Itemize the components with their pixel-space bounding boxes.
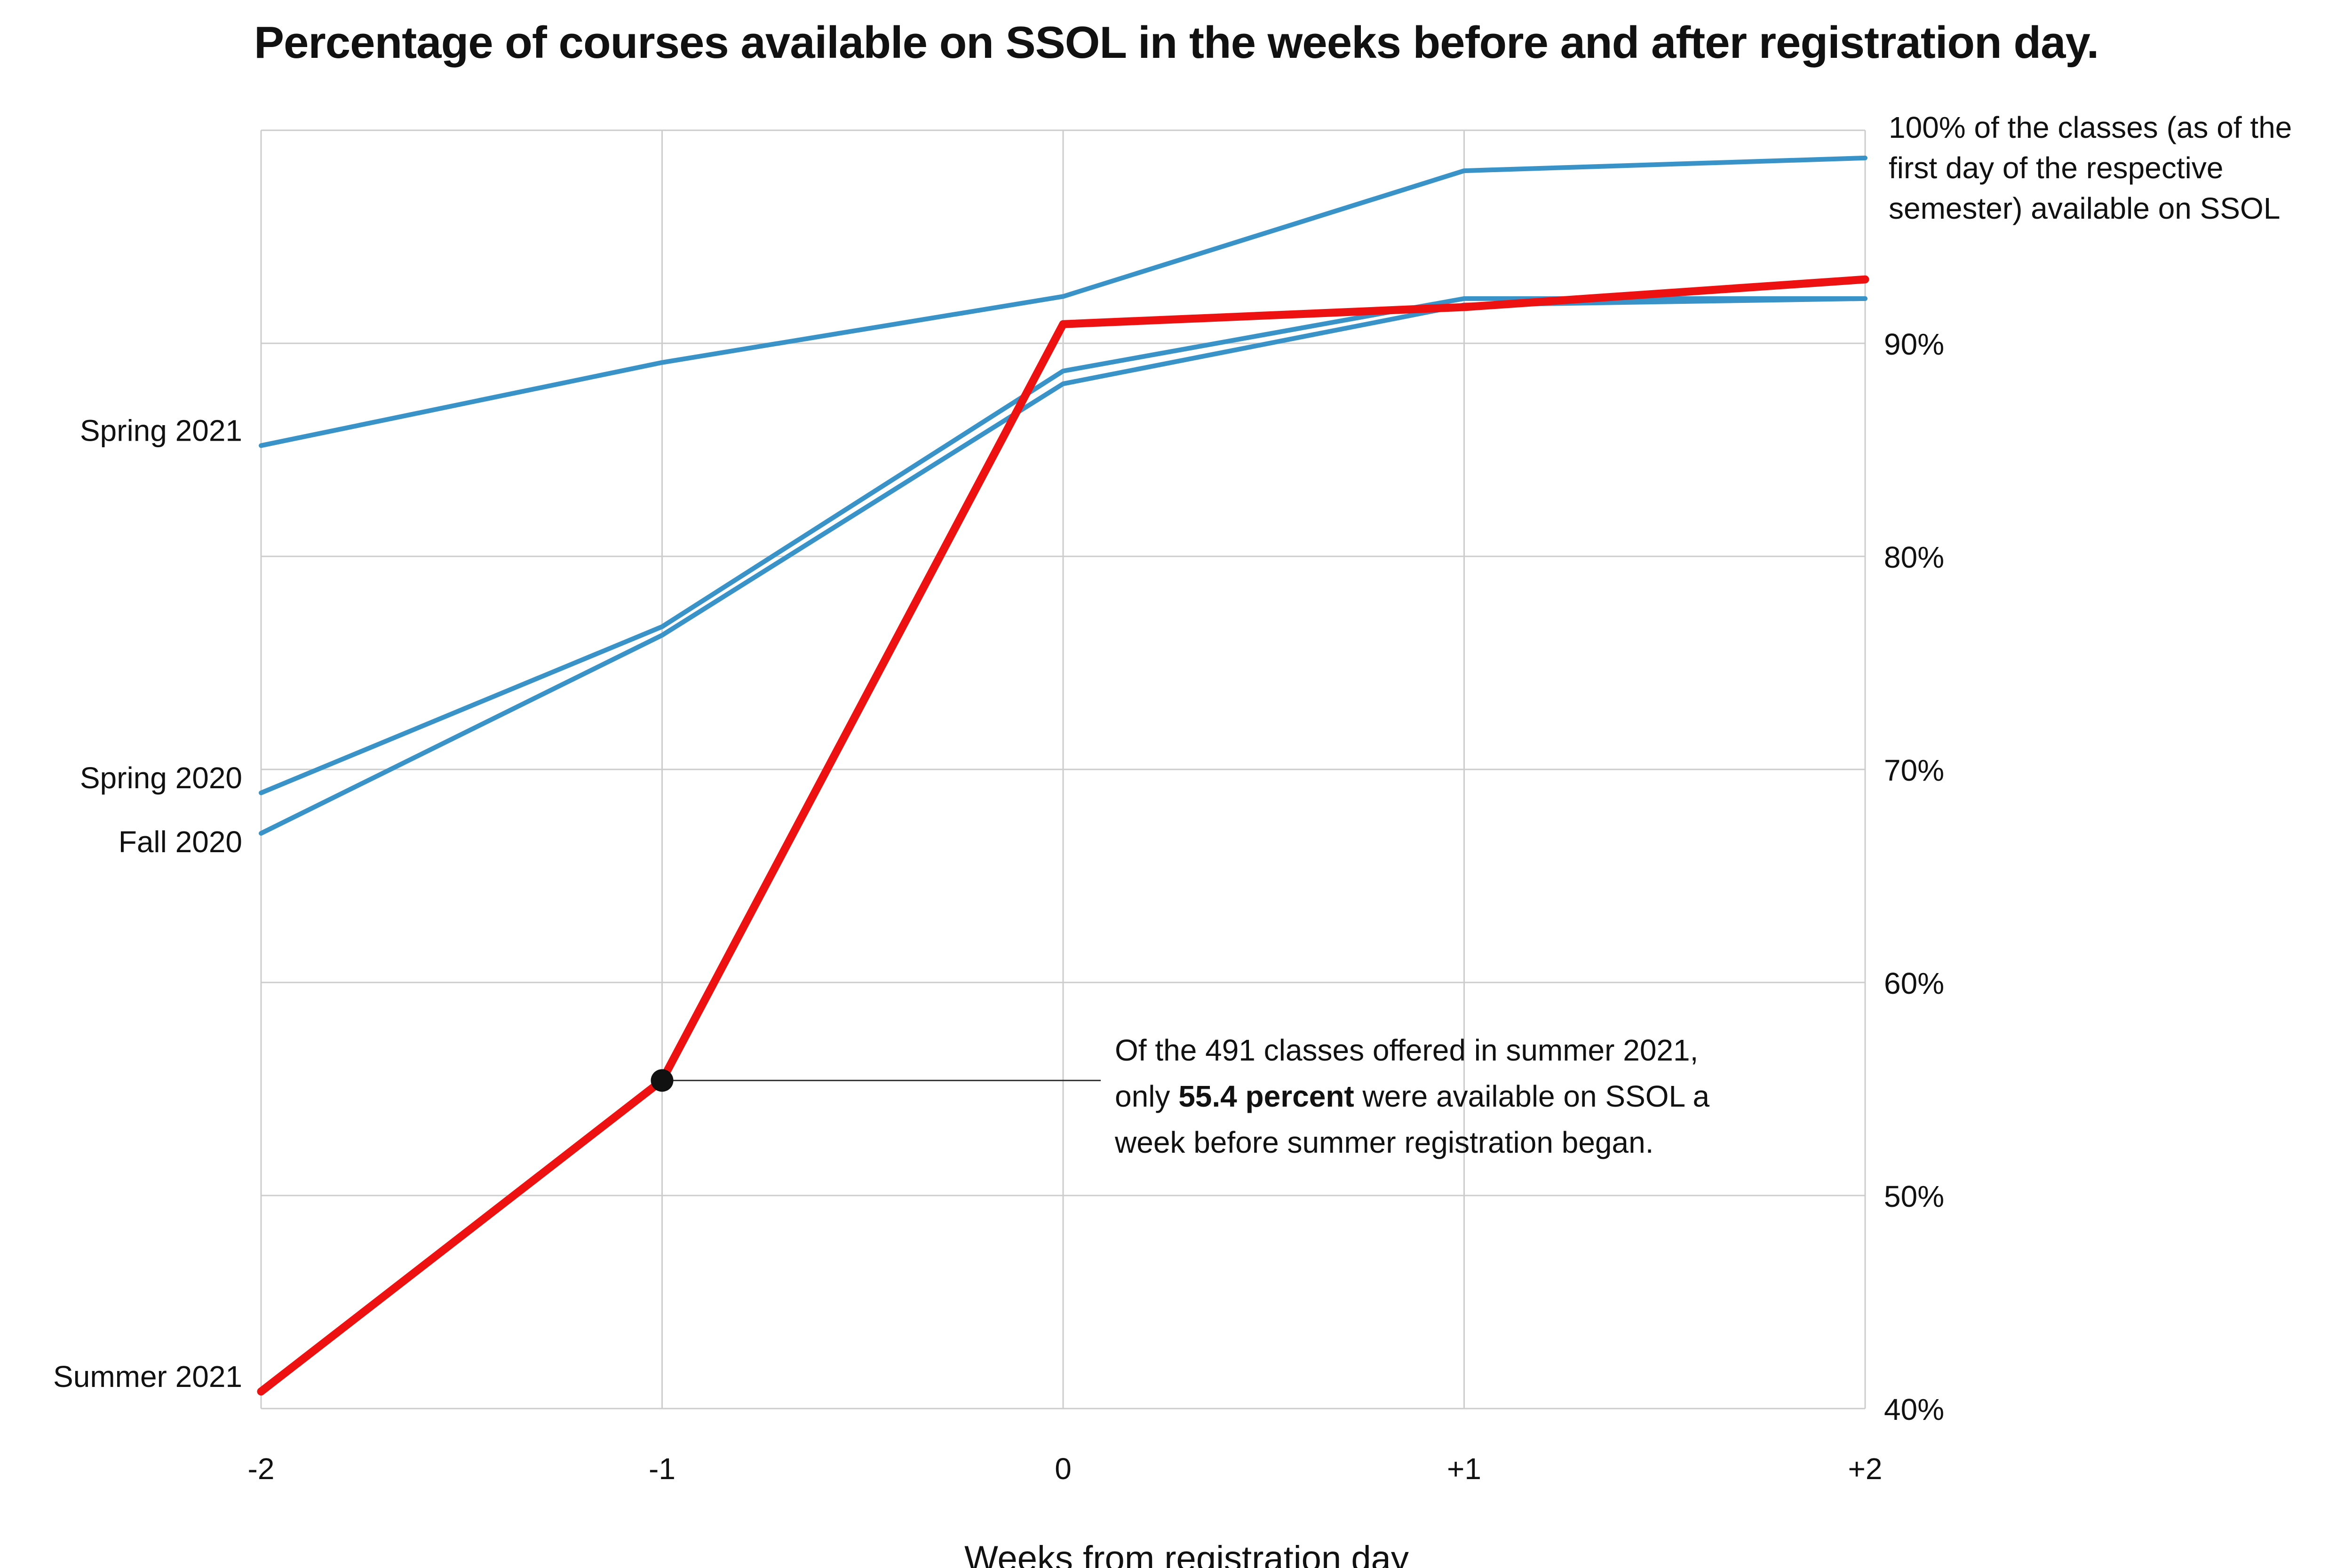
series-line [259, 296, 1867, 836]
annotation-highlight: 55.4 percent [1178, 1079, 1354, 1113]
y-tick-label: 80% [1884, 540, 1944, 574]
x-tick-label: 0 [1055, 1452, 1072, 1486]
y-tick-label: 40% [1884, 1393, 1944, 1426]
x-tick-label: -2 [248, 1452, 275, 1486]
y-tick-label: 50% [1884, 1180, 1944, 1213]
y-tick-label: 60% [1884, 966, 1944, 1000]
chart-title: Percentage of courses available on SSOL … [254, 17, 2099, 68]
annotation-marker [651, 1069, 674, 1092]
y-top-label: semester) available on SSOL [1889, 191, 2280, 225]
annotation-text-line: only 55.4 percent were available on SSOL… [1115, 1079, 1710, 1113]
annotation: Of the 491 classes offered in summer 202… [651, 1033, 1710, 1159]
annotation-text: week before summer registration began. [1114, 1125, 1653, 1159]
gridlines [260, 129, 1866, 1410]
annotation-text: Of the 491 classes offered in summer 202… [1115, 1033, 1698, 1067]
x-tick-label: -1 [649, 1452, 675, 1486]
series-label: Spring 2021 [80, 413, 242, 447]
y-top-label: 100% of the classes (as of the [1889, 111, 2292, 144]
annotation-text-line: Of the 491 classes offered in summer 202… [1115, 1033, 1698, 1067]
x-tick-label: +1 [1447, 1452, 1481, 1486]
series-label: Spring 2020 [80, 761, 242, 795]
y-tick-label: 90% [1884, 327, 1944, 361]
series-line [259, 155, 1867, 448]
annotation-text: only [1115, 1079, 1178, 1113]
x-axis-title: Weeks from registration day [964, 1539, 1409, 1568]
y-top-label: first day of the respective [1889, 151, 2223, 185]
x-tick-label: +2 [1848, 1452, 1883, 1486]
series-label: Fall 2020 [119, 825, 242, 859]
annotation-text: were available on SSOL a [1354, 1079, 1710, 1113]
series-label: Summer 2021 [53, 1360, 242, 1394]
y-tick-label: 70% [1884, 753, 1944, 787]
axis-labels: -2 -1 0 +1 +240% 50% 60% 70% 80% 90% 100% of the c… [248, 111, 2292, 1568]
annotation-text-line: week before summer registration began. [1114, 1125, 1653, 1159]
series-lines: Spring 2021 Spring 2020 Fall 2020 Summer 20… [53, 155, 1869, 1396]
series-line [257, 275, 1869, 1396]
